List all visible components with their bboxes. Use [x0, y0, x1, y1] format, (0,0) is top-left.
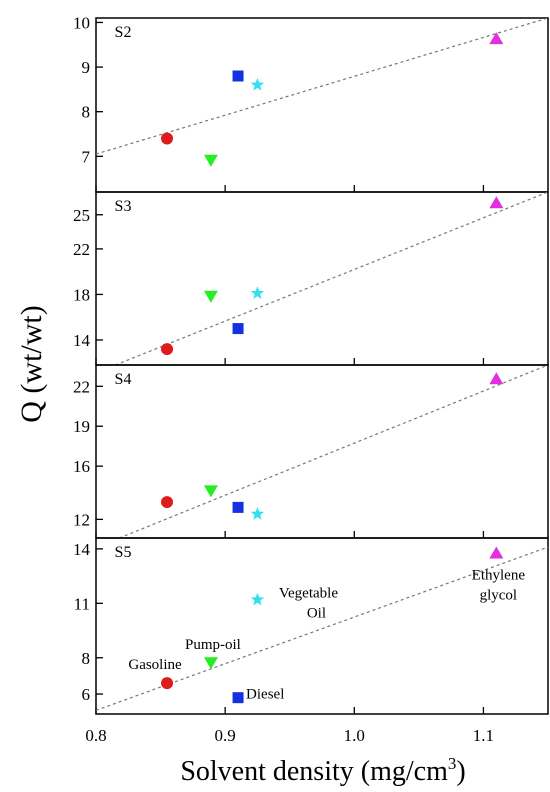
panel-s3: 14 18 22 25 S3 [73, 191, 549, 366]
y-tick-label: 6 [82, 685, 91, 704]
x-tick-label: 1.1 [473, 726, 494, 745]
point-diesel [232, 692, 244, 704]
trend-line [96, 18, 548, 155]
point-ethylene-glycol [489, 546, 504, 559]
annotation-ethylene-glycol: Ethylene glycol [472, 568, 526, 604]
trend-line [119, 365, 548, 538]
y-tick-label: 19 [73, 417, 90, 436]
panel-label: S2 [115, 24, 132, 41]
y-tick-label: 22 [73, 377, 90, 396]
point-pump-oil [203, 290, 218, 303]
point-vegetable-oil [250, 592, 265, 606]
panel-frame [95, 364, 549, 539]
annotation-gasoline: Gasoline [128, 657, 182, 673]
point-pump-oil [203, 485, 218, 498]
y-tick-label: 22 [73, 240, 90, 259]
point-diesel [232, 501, 244, 513]
x-axis-label: Solvent density (mg/cm3) [180, 754, 465, 787]
panel-s2: 7 8 9 10 S2 [73, 13, 549, 193]
x-tick-label: 1.0 [344, 726, 365, 745]
point-pump-oil [203, 657, 218, 670]
x-tick-label: 0.8 [85, 726, 106, 745]
y-tick-label: 7 [82, 147, 91, 166]
y-tick-label: 10 [73, 13, 90, 32]
point-ethylene-glycol [489, 196, 504, 209]
point-vegetable-oil [250, 77, 265, 91]
panel-label: S3 [115, 198, 132, 215]
point-ethylene-glycol [489, 32, 504, 45]
panel-frame [95, 191, 549, 366]
point-diesel [232, 323, 244, 335]
point-ethylene-glycol [489, 372, 504, 385]
point-gasoline [161, 496, 174, 509]
x-tick-label: 0.9 [215, 726, 236, 745]
y-tick-label: 25 [73, 206, 90, 225]
panel-s4: 12 16 19 22 S4 [73, 364, 549, 539]
panel-frame [95, 17, 549, 193]
point-vegetable-oil [250, 507, 265, 520]
y-tick-label: 18 [73, 285, 90, 304]
panel-frame [95, 537, 549, 715]
y-tick-label: 14 [73, 331, 91, 350]
point-diesel [232, 70, 244, 82]
annotation-pump-oil: Pump-oil [185, 637, 241, 653]
annotation-vegetable-oil: Vegetable Oil [279, 586, 338, 622]
y-tick-label: 8 [82, 649, 91, 668]
point-pump-oil [203, 154, 218, 167]
y-tick-label: 8 [82, 103, 91, 122]
y-tick-label: 12 [73, 510, 90, 529]
panel-label: S4 [115, 371, 132, 388]
y-tick-label: 14 [73, 540, 91, 559]
x-axis-ticks: 0.8 0.9 1.0 1.1 [85, 726, 494, 745]
point-gasoline [161, 677, 174, 690]
point-gasoline [161, 343, 174, 356]
trend-line [115, 192, 548, 365]
point-gasoline [161, 132, 174, 145]
panels: 7 8 9 10 S2 14 18 22 25 S3 12 16 19 22 S4 6 8 11 14 S5 Gasol… [73, 13, 549, 715]
panel-label: S5 [115, 544, 132, 561]
y-tick-label: 16 [73, 457, 90, 476]
point-vegetable-oil [250, 286, 265, 299]
y-tick-label: 11 [74, 594, 90, 613]
y-axis-label: Q (wt/wt) [15, 305, 48, 422]
y-tick-label: 9 [82, 58, 91, 77]
annotation-diesel: Diesel [246, 687, 284, 703]
